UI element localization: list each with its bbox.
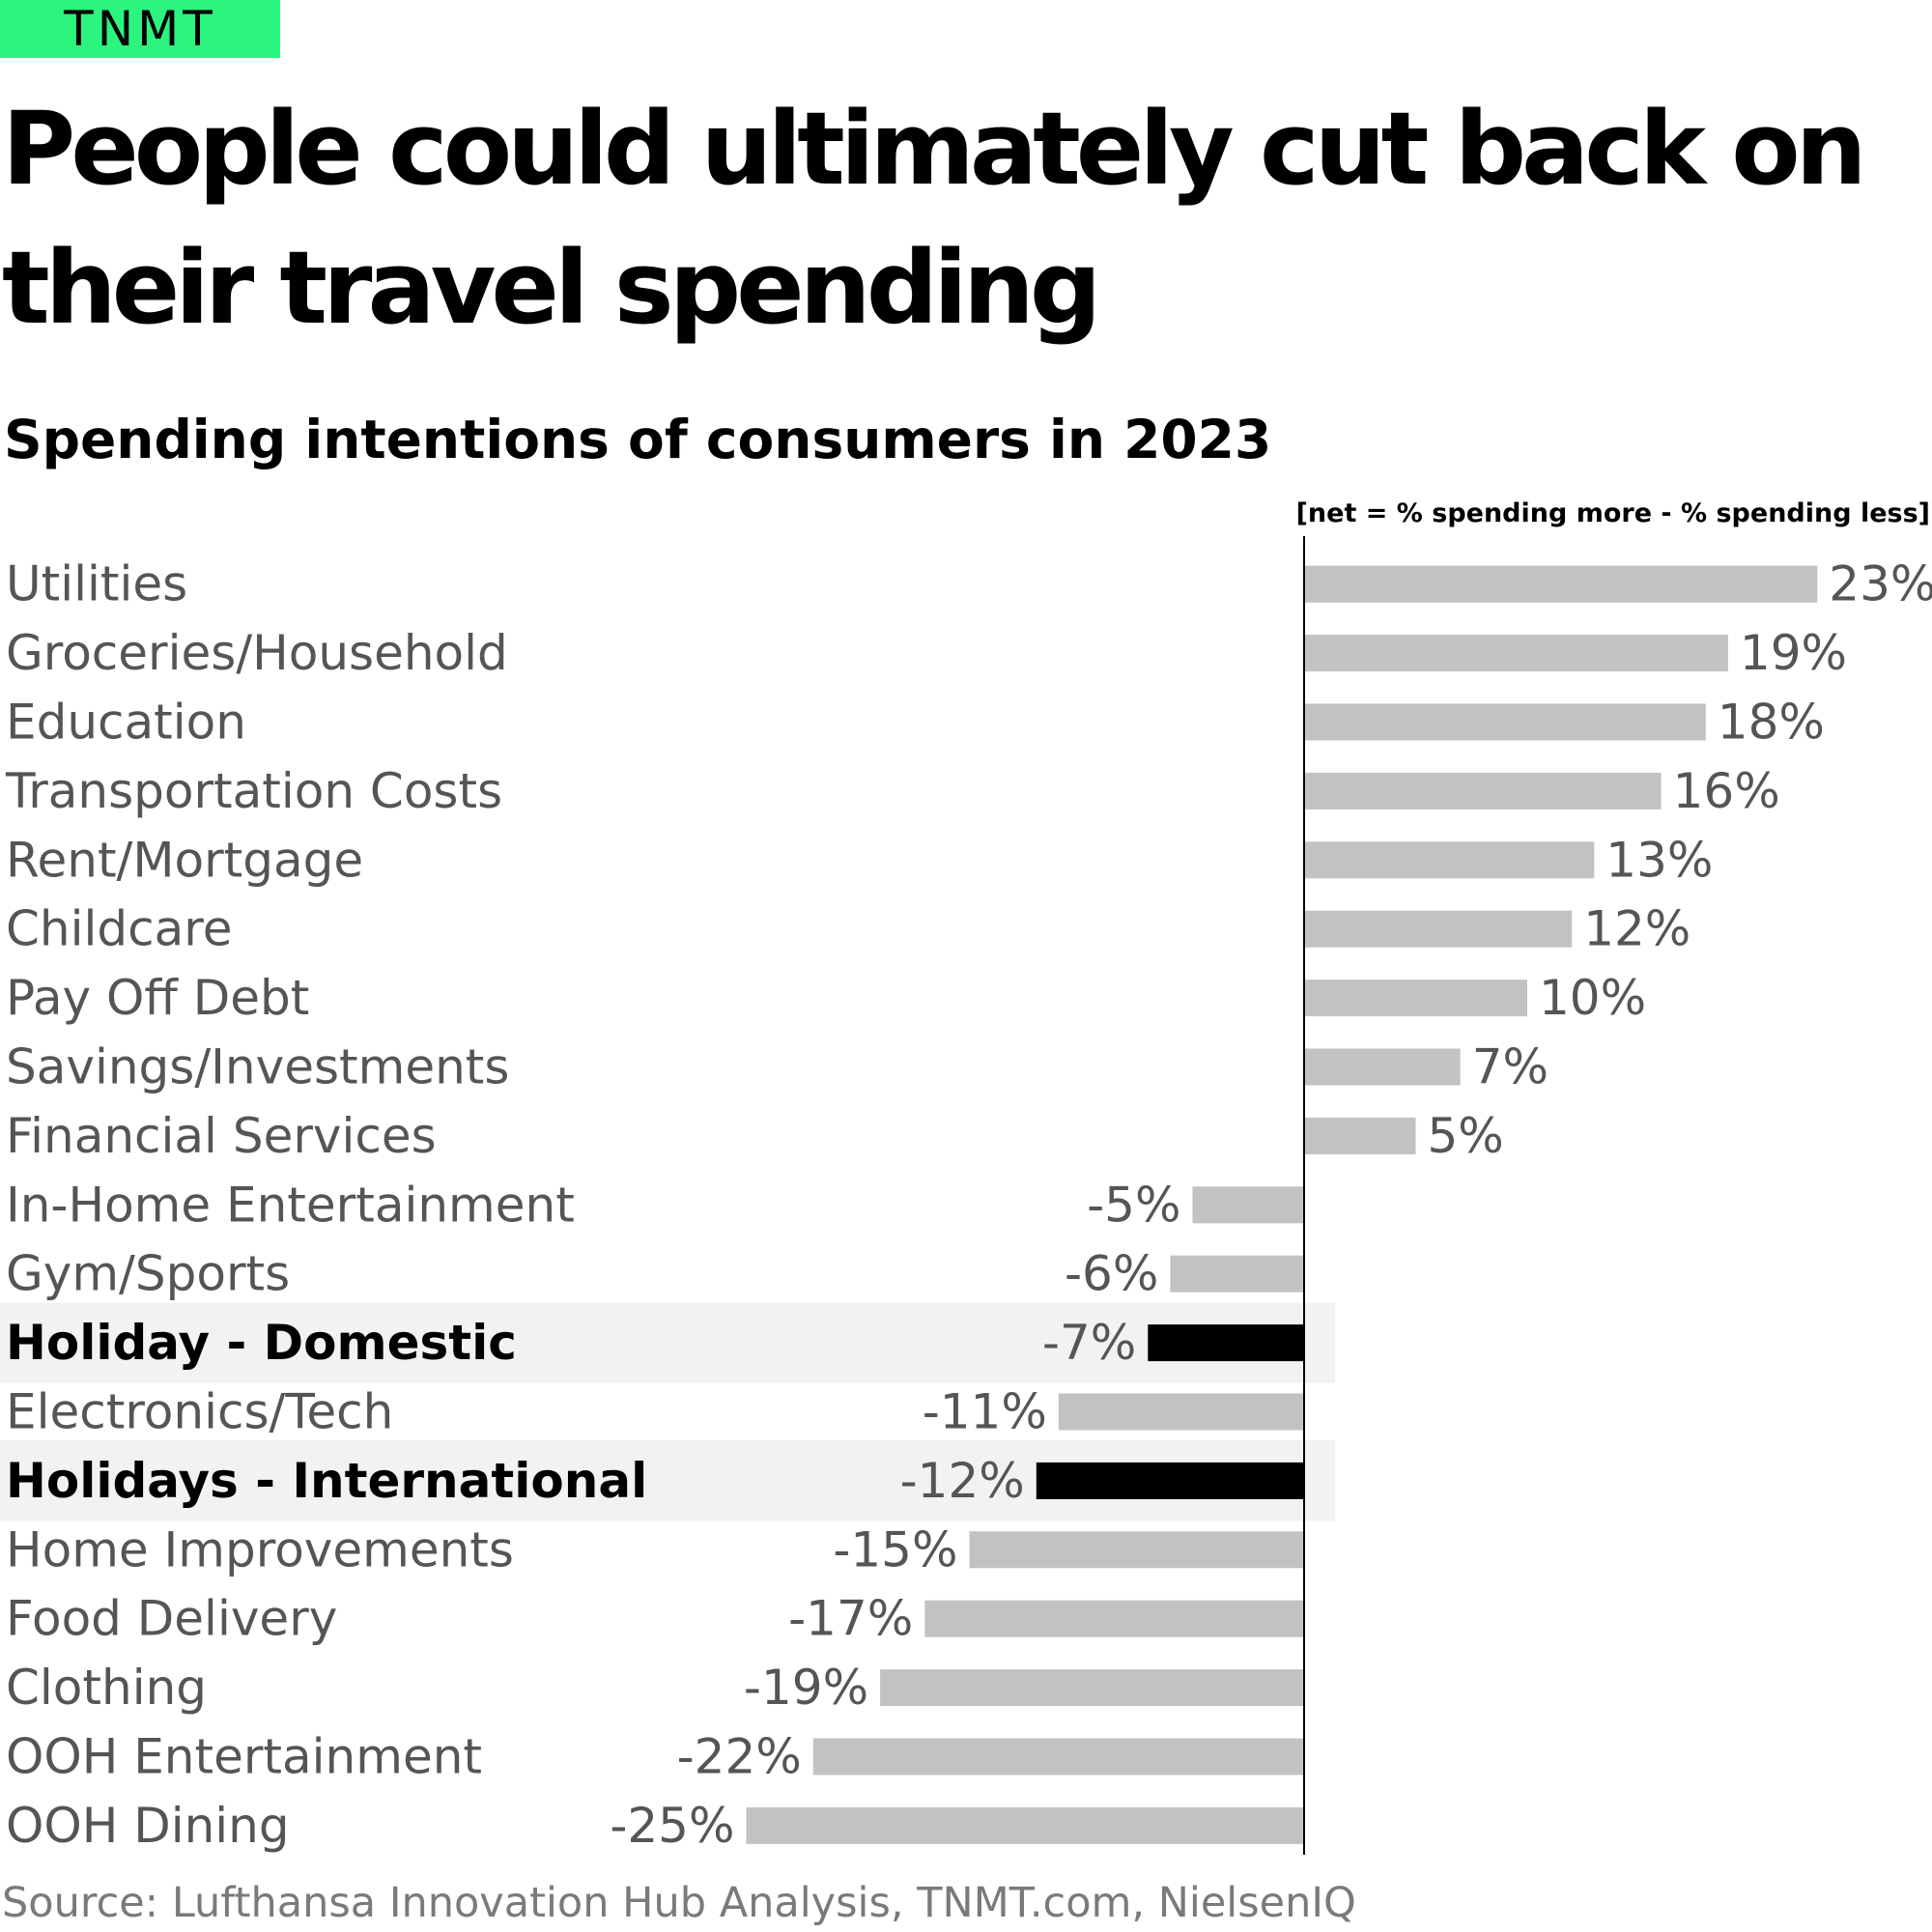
category-label: Gym/Sports (6, 1246, 290, 1302)
category-label: Utilities (6, 556, 187, 612)
category-label: Holidays - International (6, 1453, 647, 1509)
value-label: 5% (1428, 1108, 1504, 1164)
value-label: 19% (1740, 625, 1847, 681)
value-label: 16% (1673, 763, 1780, 819)
value-label: -12% (900, 1453, 1025, 1509)
category-label: Home Improvements (6, 1521, 514, 1577)
category-label: Savings/Investments (6, 1039, 509, 1095)
highlight-band (0, 1302, 1335, 1383)
bar (812, 1738, 1304, 1776)
bar (746, 1806, 1304, 1844)
category-label: Groceries/Household (6, 625, 508, 681)
value-label: -6% (1065, 1246, 1158, 1302)
category-label: Education (6, 695, 246, 751)
net-definition-note: [net = % spending more - % spending less… (1295, 498, 1930, 528)
bar (1148, 1324, 1304, 1362)
bar (1304, 910, 1573, 948)
category-label: OOH Dining (6, 1798, 290, 1854)
category-label: Financial Services (6, 1108, 437, 1164)
category-label: Childcare (6, 901, 232, 957)
bar (1304, 635, 1728, 672)
bar (924, 1600, 1304, 1637)
bar (1304, 703, 1706, 741)
bar (1304, 565, 1818, 603)
value-label: -22% (677, 1729, 802, 1785)
value-label: -25% (610, 1798, 734, 1854)
bar (1304, 980, 1527, 1017)
value-label: 13% (1605, 832, 1713, 888)
bar (1304, 772, 1662, 810)
value-label: 7% (1472, 1039, 1548, 1095)
bar (1036, 1462, 1304, 1499)
value-label: 23% (1829, 556, 1932, 612)
value-label: 10% (1539, 970, 1646, 1026)
category-label: OOH Entertainment (6, 1729, 482, 1785)
bar (1170, 1255, 1304, 1293)
category-label: Pay Off Debt (6, 970, 309, 1026)
bar (1304, 1117, 1416, 1154)
value-label: 12% (1583, 901, 1690, 957)
value-label: 18% (1718, 695, 1825, 751)
value-label: -11% (923, 1384, 1047, 1440)
bar (880, 1669, 1304, 1707)
brand-logo-text: TNMT (64, 1, 216, 57)
category-label: Electronics/Tech (6, 1384, 393, 1440)
category-label: Clothing (6, 1660, 207, 1716)
category-label: Holiday - Domestic (6, 1315, 517, 1371)
category-label: Transportation Costs (5, 763, 502, 819)
bar (1192, 1186, 1304, 1224)
bar (969, 1531, 1304, 1569)
bar (1058, 1393, 1304, 1431)
bar (1304, 841, 1595, 879)
value-label: -15% (833, 1521, 957, 1577)
value-label: -7% (1042, 1315, 1136, 1371)
headline: People could ultimately cut back on thei… (2, 90, 1867, 347)
brand-logo: TNMT (0, 0, 280, 58)
value-label: -5% (1087, 1177, 1180, 1233)
value-label: -19% (744, 1660, 868, 1716)
chart-subtitle: Spending intentions of consumers in 2023 (4, 409, 1272, 470)
source-note: Source: Lufthansa Innovation Hub Analysi… (2, 1879, 1356, 1927)
bar (1304, 1048, 1461, 1086)
category-label: Food Delivery (6, 1591, 337, 1647)
category-label: Rent/Mortgage (6, 832, 363, 888)
value-label: -17% (788, 1591, 913, 1647)
category-label: In-Home Entertainment (6, 1177, 575, 1233)
bar-chart: Utilities 23% Groceries/Household 19% Educat… (0, 536, 1932, 1855)
